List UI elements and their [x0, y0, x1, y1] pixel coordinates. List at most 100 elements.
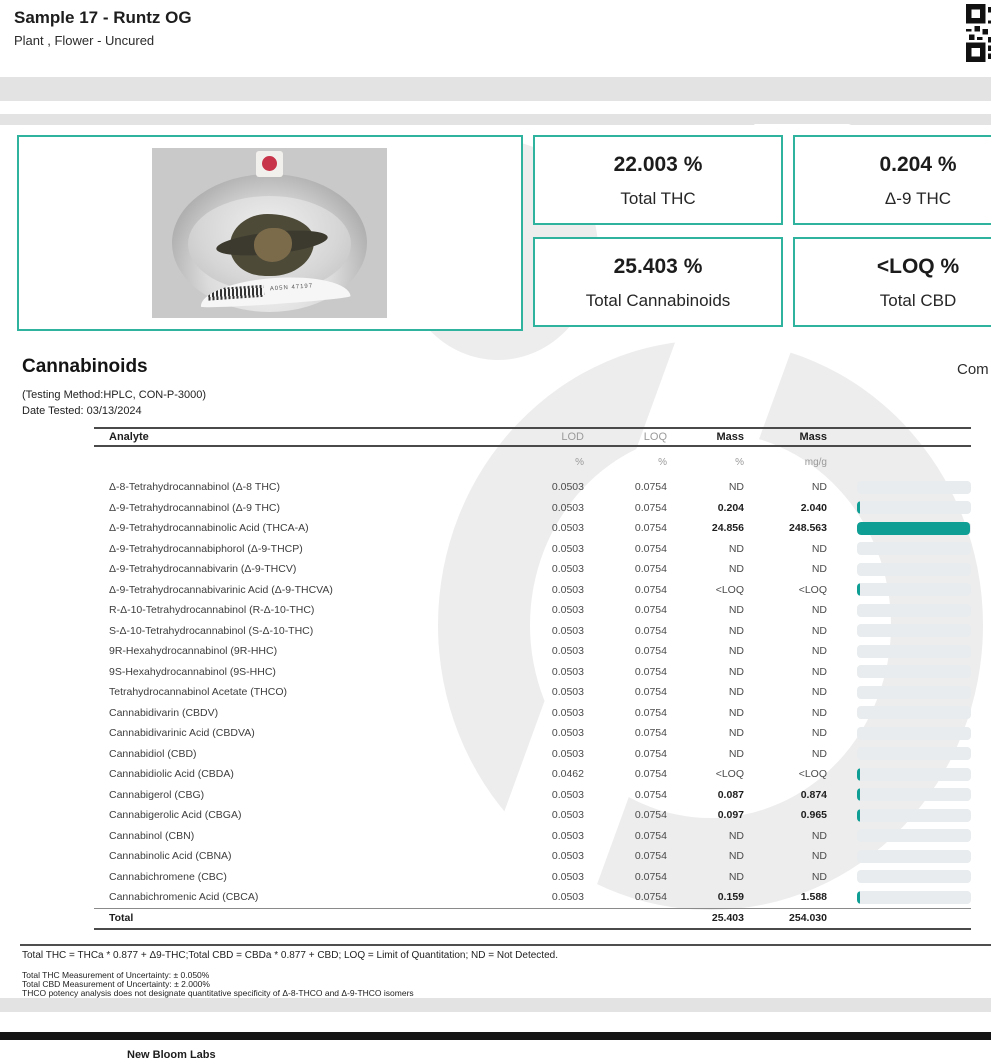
- loq-value: 0.0754: [634, 686, 667, 699]
- analyte-name: Cannabichromene (CBC): [109, 870, 227, 883]
- stat-value: 0.204 %: [879, 153, 957, 176]
- unit-loq: %: [658, 456, 667, 468]
- analyte-name: Δ-8-Tetrahydrocannabinol (Δ-8 THC): [109, 481, 281, 494]
- loq-value: 0.0754: [634, 809, 667, 822]
- total-mass-mgg: 254.030: [789, 912, 827, 924]
- lod-value: 0.0503: [551, 891, 584, 904]
- col-header-loq: LOQ: [643, 431, 667, 443]
- mass-bar-cell: [827, 890, 971, 904]
- table-row: Δ-9-Tetrahydrocannabinolic Acid (THCA-A)…: [94, 518, 971, 539]
- bar-track: [857, 726, 971, 740]
- mass-mgg-value: ND: [811, 542, 827, 555]
- mass-percent-value: ND: [728, 665, 744, 678]
- mass-bar-cell: [827, 788, 971, 802]
- lod-value: 0.0503: [551, 686, 584, 699]
- mass-mgg-value: ND: [811, 481, 827, 494]
- bar-track: [857, 829, 971, 843]
- section-right-label: Com: [957, 361, 989, 378]
- barcode-text: A05N 47197: [269, 283, 314, 293]
- footnote-rule: [20, 944, 991, 946]
- lod-value: 0.0503: [551, 788, 584, 801]
- loq-value: 0.0754: [634, 850, 667, 863]
- table-row: Cannabigerol (CBG) 0.0503 0.0754 0.087 0…: [94, 785, 971, 806]
- lab-name: New Bloom Labs: [127, 1049, 216, 1061]
- mass-percent-value: ND: [728, 870, 744, 883]
- stat-label: Total Cannabinoids: [585, 291, 731, 310]
- loq-value: 0.0754: [634, 747, 667, 760]
- analyte-name: 9R-Hexahydrocannabinol (9R-HHC): [109, 645, 278, 658]
- sample-photo: A05N 47197: [152, 148, 387, 318]
- mass-percent-value: 0.204: [717, 501, 744, 514]
- table-body: Δ-8-Tetrahydrocannabinol (Δ-8 THC) 0.050…: [94, 477, 971, 908]
- bar-fill: [857, 767, 860, 781]
- table-row: Tetrahydrocannabinol Acetate (THCO) 0.05…: [94, 682, 971, 703]
- bar-fill: [857, 808, 860, 822]
- mass-bar-cell: [827, 603, 971, 617]
- mass-mgg-value: ND: [811, 747, 827, 760]
- analyte-name: Cannabidivarin (CBDV): [109, 706, 219, 719]
- mass-percent-value: 0.087: [717, 788, 744, 801]
- mass-bar-cell: [827, 624, 971, 638]
- mass-percent-value: ND: [728, 727, 744, 740]
- calc-formula-note: Total THC = THCa * 0.877 + Δ9-THC;Total …: [22, 950, 558, 961]
- mass-mgg-value: ND: [811, 563, 827, 576]
- loq-value: 0.0754: [634, 563, 667, 576]
- col-header-mass-pct: Mass: [716, 431, 744, 443]
- mass-bar-cell: [827, 480, 971, 494]
- mass-mgg-value: 1.588: [800, 891, 827, 904]
- sample-title: Sample 17 - Runtz OG: [14, 8, 192, 27]
- mass-mgg-value: 2.040: [800, 501, 827, 514]
- bar-fill: [857, 788, 860, 802]
- table-row: Δ-9-Tetrahydrocannabivarin (Δ-9-THCV) 0.…: [94, 559, 971, 580]
- mass-mgg-value: 0.874: [800, 788, 827, 801]
- analyte-name: Cannabichromenic Acid (CBCA): [109, 891, 259, 904]
- mass-bar-cell: [827, 808, 971, 822]
- mass-mgg-value: 248.563: [789, 522, 827, 535]
- date-tested: Date Tested: 03/13/2024: [22, 405, 142, 417]
- analyte-name: Cannabigerol (CBG): [109, 788, 205, 801]
- mass-percent-value: ND: [728, 829, 744, 842]
- analyte-name: Δ-9-Tetrahydrocannabiphorol (Δ-9-THCP): [109, 542, 303, 555]
- loq-value: 0.0754: [634, 829, 667, 842]
- mass-percent-value: <LOQ: [715, 768, 744, 781]
- mass-percent-value: ND: [728, 604, 744, 617]
- testing-method: (Testing Method:HPLC, CON-P-3000): [22, 389, 207, 401]
- lod-value: 0.0503: [551, 563, 584, 576]
- lod-value: 0.0503: [551, 850, 584, 863]
- mass-bar-cell: [827, 542, 971, 556]
- analyte-name: Cannabidivarinic Acid (CBDVA): [109, 727, 255, 740]
- flower-bud: [230, 214, 314, 276]
- mass-bar-cell: [827, 562, 971, 576]
- bar-track: [857, 849, 971, 863]
- loq-value: 0.0754: [634, 481, 667, 494]
- mass-mgg-value: ND: [811, 604, 827, 617]
- lod-value: 0.0503: [551, 522, 584, 535]
- lod-value: 0.0503: [551, 501, 584, 514]
- bar-track: [857, 480, 971, 494]
- loq-value: 0.0754: [634, 604, 667, 617]
- bar-track: [857, 603, 971, 617]
- foil-dish: A05N 47197: [172, 174, 367, 312]
- lod-value: 0.0503: [551, 481, 584, 494]
- table-row: Δ-8-Tetrahydrocannabinol (Δ-8 THC) 0.050…: [94, 477, 971, 498]
- lod-value: 0.0503: [551, 829, 584, 842]
- mass-bar-cell: [827, 870, 971, 884]
- mass-bar-cell: [827, 726, 971, 740]
- sample-subtitle: Plant , Flower - Uncured: [14, 33, 155, 48]
- lod-value: 0.0503: [551, 665, 584, 678]
- lod-value: 0.0503: [551, 809, 584, 822]
- table-row: Cannabidivarinic Acid (CBDVA) 0.0503 0.0…: [94, 723, 971, 744]
- col-header-lod: LOD: [561, 431, 584, 443]
- bar-track: [857, 583, 971, 597]
- bar-track: [857, 747, 971, 761]
- bar-track: [857, 870, 971, 884]
- table-row: 9R-Hexahydrocannabinol (9R-HHC) 0.0503 0…: [94, 641, 971, 662]
- analyte-name: Δ-9-Tetrahydrocannabinolic Acid (THCA-A): [109, 522, 309, 535]
- unit-lod: %: [575, 456, 584, 468]
- mass-mgg-value: ND: [811, 870, 827, 883]
- loq-value: 0.0754: [634, 542, 667, 555]
- analyte-name: S-Δ-10-Tetrahydrocannabinol (S-Δ-10-THC): [109, 624, 314, 637]
- lod-value: 0.0503: [551, 624, 584, 637]
- stat-total-cbd: <LOQ % Total CBD: [793, 237, 991, 327]
